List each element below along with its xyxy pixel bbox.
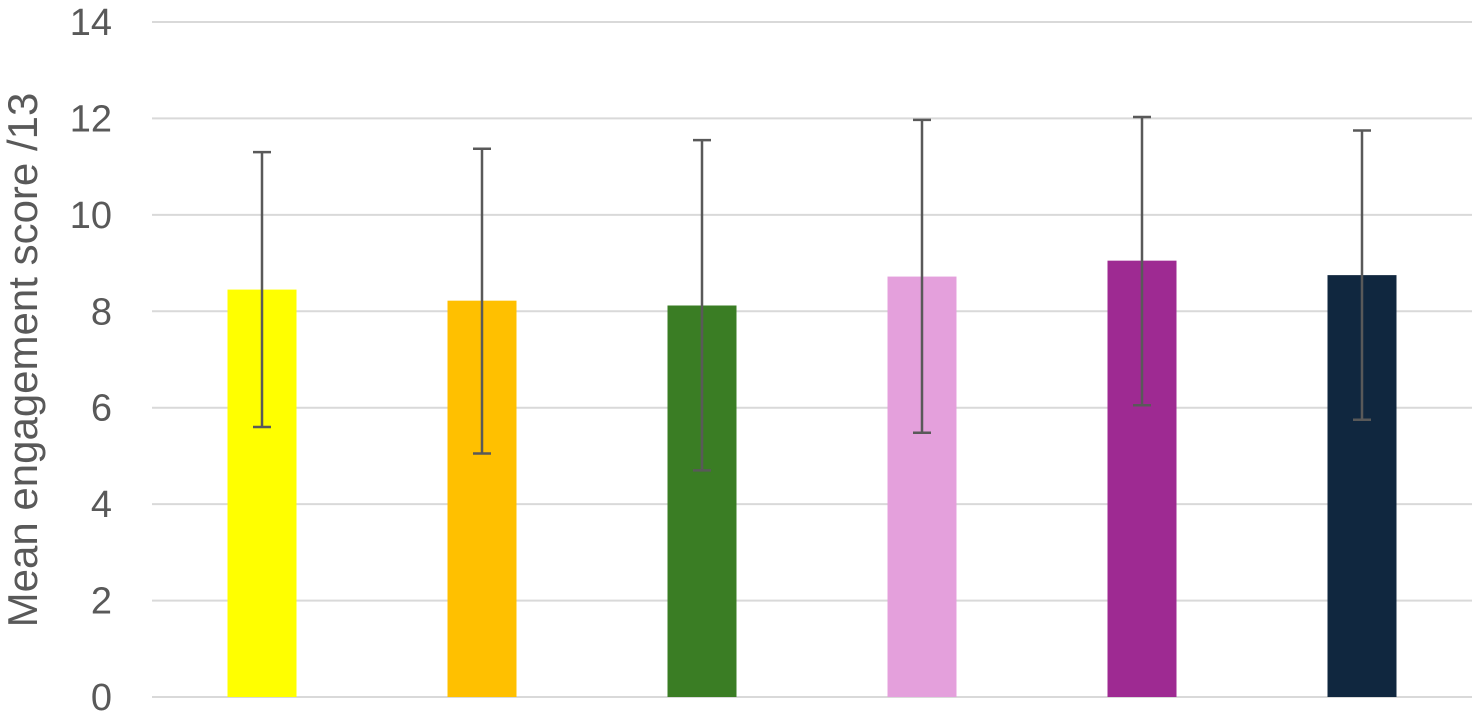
y-axis-ticks: 0 2 4 6 8 10 12 14 <box>70 2 112 716</box>
error-bar <box>913 118 931 435</box>
error-bar <box>473 147 491 455</box>
y-tick-label: 6 <box>91 388 112 430</box>
y-tick-label: 0 <box>91 677 112 716</box>
y-tick-label: 4 <box>91 484 112 526</box>
error-bar <box>253 150 271 429</box>
bars <box>227 260 1397 697</box>
y-tick-label: 12 <box>70 98 112 140</box>
error-bar <box>1133 115 1151 407</box>
y-tick-label: 2 <box>91 581 112 623</box>
error-bars <box>253 115 1371 472</box>
gridlines <box>152 21 1472 698</box>
y-tick-label: 8 <box>91 291 112 333</box>
error-bar <box>1353 129 1371 422</box>
y-tick-label: 14 <box>70 2 112 44</box>
y-axis-label: Mean engagement score /13 <box>0 93 46 628</box>
error-bar <box>693 138 711 472</box>
y-tick-label: 10 <box>70 195 112 237</box>
